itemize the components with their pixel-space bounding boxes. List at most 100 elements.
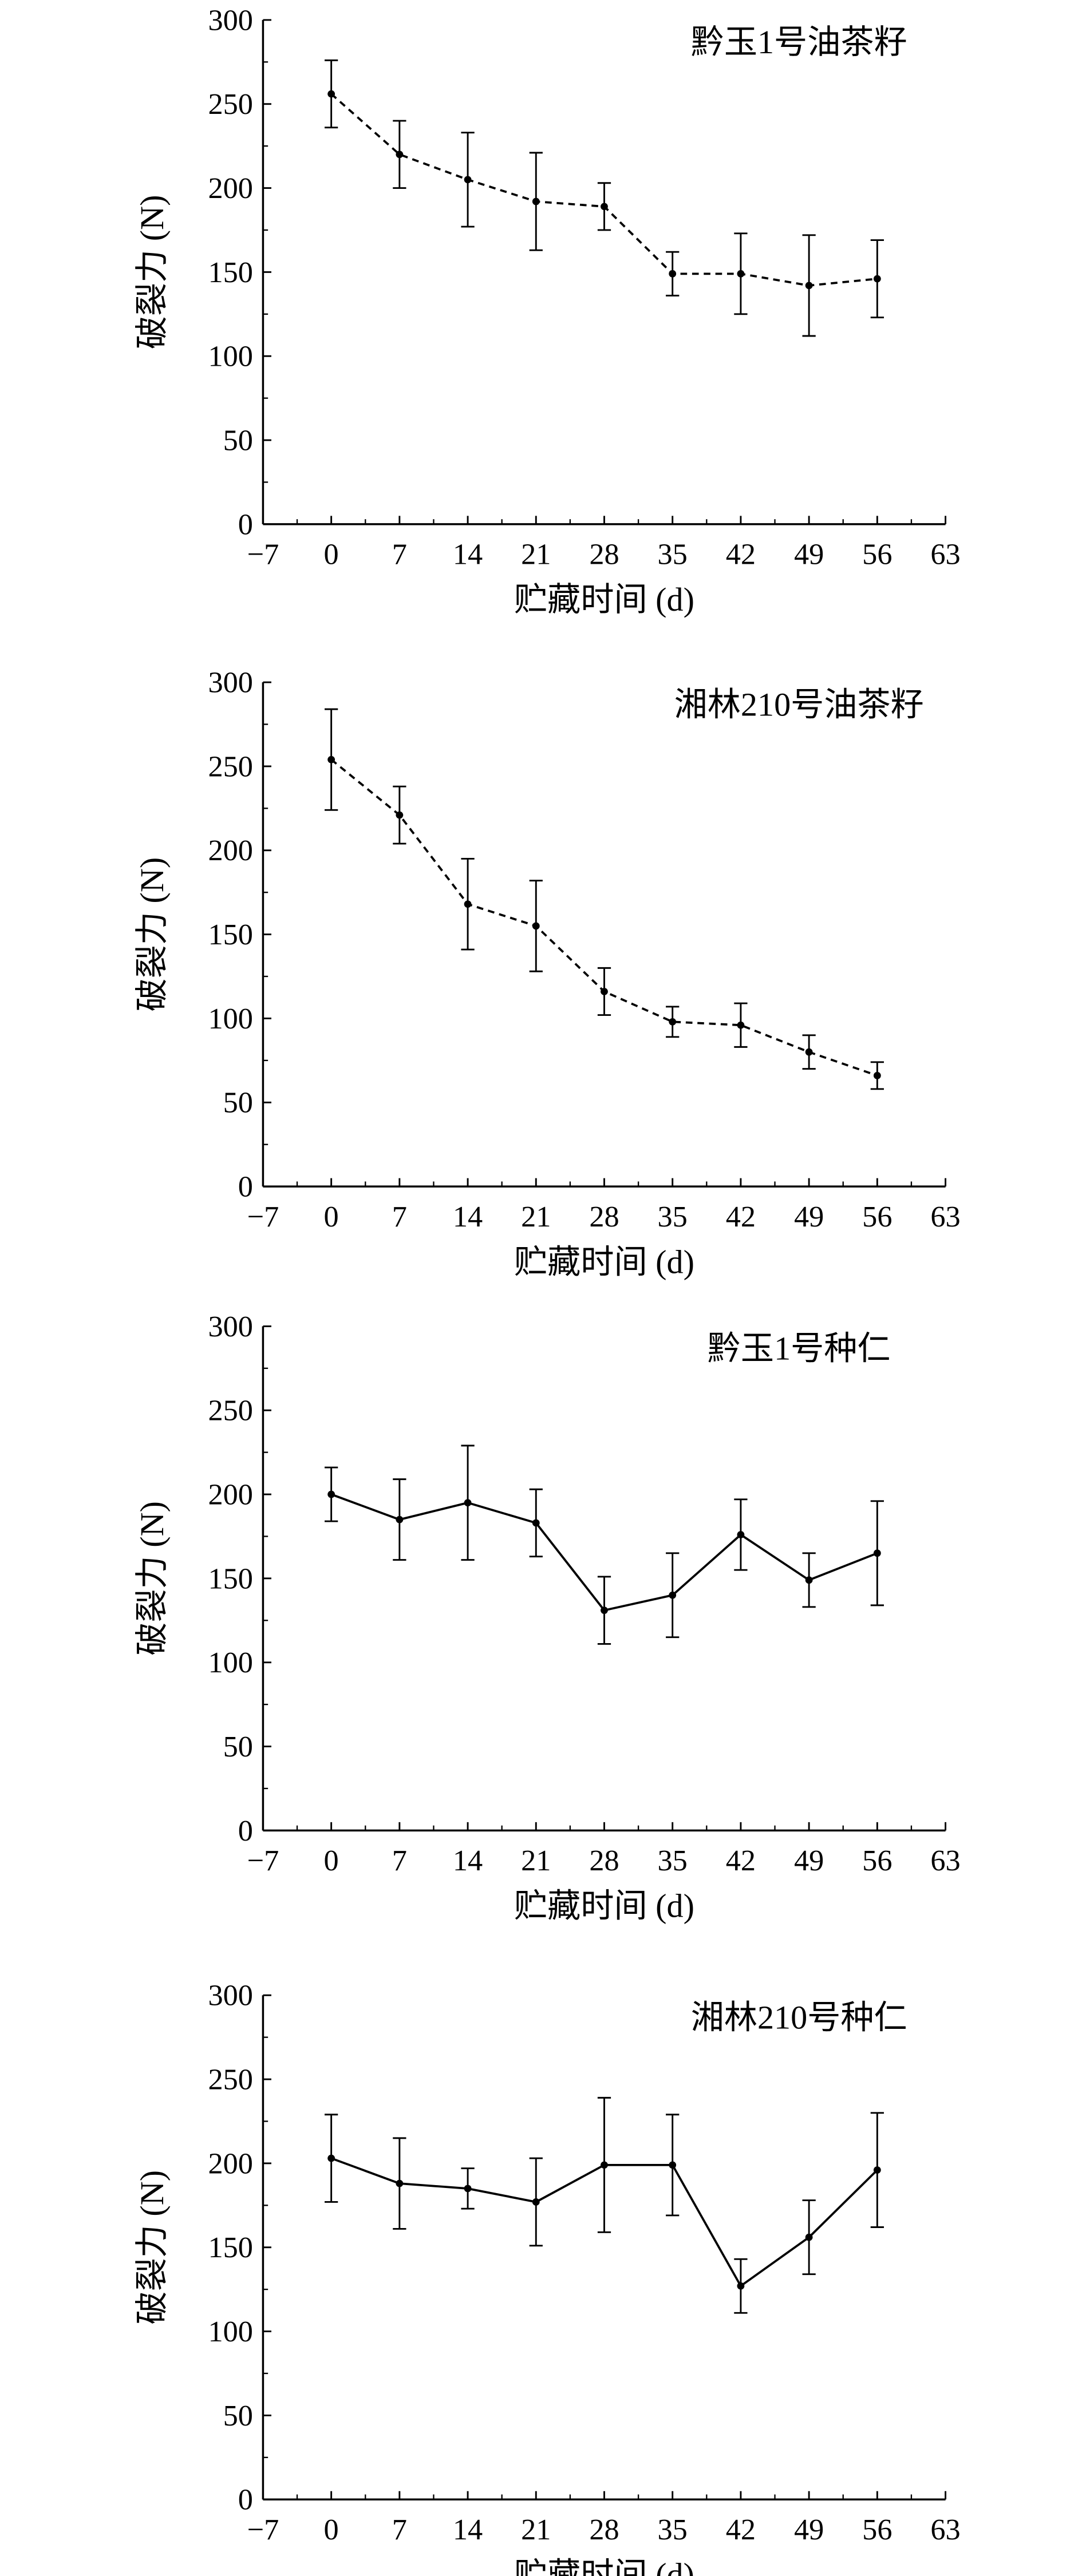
x-tick-label: 0 <box>324 1200 339 1233</box>
x-tick-label: 14 <box>453 2513 483 2546</box>
data-point <box>873 1071 881 1079</box>
x-tick-label: 35 <box>658 1200 688 1233</box>
x-axis-label: 贮藏时间 (d) <box>514 1243 694 1280</box>
data-point <box>873 275 881 283</box>
x-tick-label: 14 <box>453 1200 483 1233</box>
x-tick-label: 0 <box>324 2513 339 2546</box>
data-point <box>805 1576 813 1584</box>
x-tick-label: −7 <box>247 2513 279 2546</box>
x-tick-label: 28 <box>589 1200 619 1233</box>
data-point <box>873 2166 881 2174</box>
data-point <box>464 176 472 184</box>
data-point <box>464 900 472 908</box>
x-tick-label: 7 <box>392 2513 407 2546</box>
y-axis-label: 破裂力 (N) <box>133 195 171 350</box>
y-tick-label: 200 <box>208 834 252 867</box>
series-line <box>330 758 878 1077</box>
chart-title: 黔玉1号油茶籽 <box>691 23 907 61</box>
y-tick-label: 100 <box>208 1646 252 1679</box>
data-point <box>873 1549 881 1557</box>
x-tick-label: −7 <box>247 1200 279 1233</box>
x-tick-label: 49 <box>794 1844 824 1877</box>
data-point <box>464 1499 472 1507</box>
x-tick-label: 42 <box>726 2513 756 2546</box>
x-axis-label: 贮藏时间 (d) <box>514 581 694 618</box>
data-point <box>601 988 608 995</box>
x-tick-label: 0 <box>324 538 339 571</box>
y-tick-label: 300 <box>208 1979 252 2012</box>
y-tick-label: 50 <box>223 2399 253 2432</box>
x-tick-label: 63 <box>930 2513 960 2546</box>
data-point <box>805 282 813 290</box>
data-point <box>669 1591 677 1599</box>
y-tick-label: 200 <box>208 1478 252 1511</box>
y-tick-label: 0 <box>238 2483 253 2516</box>
y-tick-label: 150 <box>208 2231 252 2264</box>
y-axis-label: 破裂力 (N) <box>133 1501 171 1656</box>
y-tick-label: 150 <box>208 918 252 951</box>
y-tick-label: 50 <box>223 1086 253 1119</box>
x-tick-label: 42 <box>726 1200 756 1233</box>
y-tick-label: 150 <box>208 1562 252 1595</box>
data-point <box>601 203 608 211</box>
y-tick-label: 250 <box>208 750 252 783</box>
x-tick-label: 21 <box>521 1844 551 1877</box>
data-point <box>737 270 745 278</box>
data-point <box>327 755 335 763</box>
x-tick-label: 28 <box>589 2513 619 2546</box>
x-axis-label: 贮藏时间 (d) <box>514 1888 694 1925</box>
data-point <box>601 1606 608 1615</box>
data-point <box>396 811 404 819</box>
y-tick-label: 250 <box>208 2063 252 2096</box>
data-point <box>327 1490 335 1498</box>
y-tick-label: 150 <box>208 256 252 289</box>
data-point <box>464 2185 472 2193</box>
y-tick-label: 100 <box>208 1002 252 1035</box>
x-tick-label: −7 <box>247 1844 279 1877</box>
data-point <box>669 270 677 278</box>
x-tick-label: 14 <box>453 538 483 571</box>
x-tick-label: 35 <box>658 1844 688 1877</box>
x-tick-label: −7 <box>247 538 279 571</box>
data-point <box>669 2161 677 2169</box>
y-tick-label: 0 <box>238 1814 253 1847</box>
data-point <box>396 2179 404 2187</box>
data-point <box>669 1018 677 1026</box>
chart-title: 湘林210号油茶籽 <box>674 686 924 723</box>
y-axis-label: 破裂力 (N) <box>133 2170 171 2325</box>
x-tick-label: 21 <box>521 538 551 571</box>
x-tick-label: 7 <box>392 538 407 571</box>
x-tick-label: 7 <box>392 1200 407 1233</box>
data-point <box>532 2198 540 2206</box>
y-tick-label: 300 <box>208 1310 252 1343</box>
x-tick-label: 35 <box>658 538 688 571</box>
y-tick-label: 50 <box>223 424 253 457</box>
x-tick-label: 21 <box>521 1200 551 1233</box>
x-tick-label: 35 <box>658 2513 688 2546</box>
data-point <box>396 1515 404 1524</box>
y-tick-label: 0 <box>238 508 253 541</box>
x-tick-label: 42 <box>726 538 756 571</box>
x-tick-label: 7 <box>392 1844 407 1877</box>
y-tick-label: 0 <box>238 1170 253 1204</box>
data-point <box>532 1519 540 1527</box>
y-tick-label: 250 <box>208 88 252 121</box>
x-tick-label: 28 <box>589 1844 619 1877</box>
x-axis-label: 贮藏时间 (d) <box>514 2556 694 2576</box>
y-tick-label: 200 <box>208 2147 252 2180</box>
data-point <box>532 197 540 205</box>
data-point <box>327 90 335 98</box>
x-tick-label: 56 <box>862 1844 892 1877</box>
y-tick-label: 100 <box>208 2315 252 2348</box>
data-point <box>601 2161 608 2169</box>
x-tick-label: 63 <box>930 1200 960 1233</box>
x-tick-label: 63 <box>930 1844 960 1877</box>
y-axis-label: 破裂力 (N) <box>133 857 171 1012</box>
x-tick-label: 49 <box>794 538 824 571</box>
data-point <box>532 922 540 930</box>
y-tick-label: 100 <box>208 340 252 373</box>
data-point <box>805 2233 813 2241</box>
x-tick-label: 63 <box>930 538 960 571</box>
